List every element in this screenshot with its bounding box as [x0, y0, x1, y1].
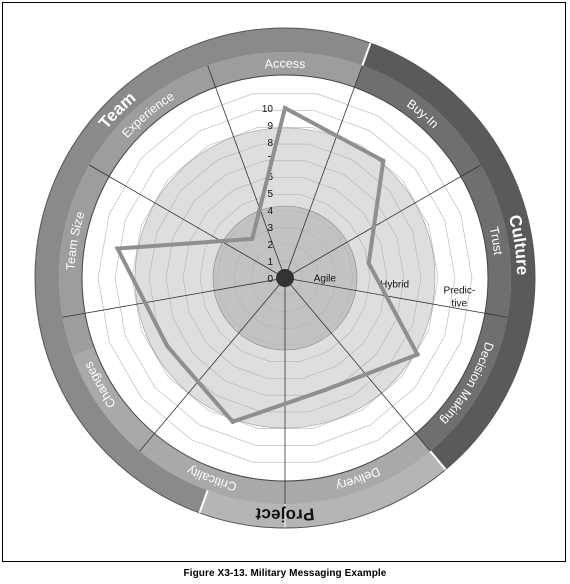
scale-tick-label: 9	[267, 121, 273, 132]
data-point	[282, 105, 288, 111]
sector-divider	[284, 65, 363, 279]
data-point	[230, 419, 235, 424]
grid-ring	[114, 110, 456, 446]
data-point	[381, 158, 386, 163]
sector-divider	[284, 277, 508, 318]
scale-tick-label: 0	[267, 274, 273, 285]
scale-tick-label: 2	[267, 240, 273, 251]
grid-ring	[267, 260, 303, 296]
culture-band	[362, 43, 535, 470]
sector-divider	[89, 164, 286, 279]
center-hub	[276, 269, 294, 287]
scale-tick-label: 10	[262, 104, 274, 115]
scale-tick-label: 1	[267, 257, 273, 268]
sector-divider	[207, 65, 286, 279]
scale-tick-label: 4	[267, 206, 273, 217]
data-series-line	[114, 105, 421, 425]
grid-ring	[250, 244, 320, 312]
axis-label: Trust	[487, 225, 506, 256]
figure-caption: Figure X3-13. Military Messaging Example	[183, 568, 387, 579]
group-separator	[198, 490, 209, 514]
scale-tick-label: 6	[267, 172, 273, 183]
grid-ring	[165, 160, 405, 396]
zone-predictive-2: tive	[452, 298, 468, 309]
sector-divider	[284, 164, 481, 279]
project-axis-ring	[72, 347, 431, 504]
grid-ring	[216, 210, 354, 346]
data-point	[115, 246, 120, 251]
data-point	[415, 352, 420, 357]
group-separator	[361, 42, 372, 66]
grid-ring	[131, 127, 439, 430]
grid-ring	[233, 227, 337, 329]
scale-tick-label: 5	[267, 189, 273, 200]
scale-tick-label: 3	[267, 223, 273, 234]
zone-hybrid: Hybrid	[380, 280, 409, 291]
sector-divider	[139, 277, 286, 452]
grid-ring	[97, 93, 473, 463]
zone-agile: Agile	[314, 273, 337, 284]
data-point	[366, 261, 371, 266]
data-point	[250, 236, 255, 242]
radar-chart: 012345678910AgileHybridPredic-tiveAccess…	[34, 27, 536, 529]
zone-predictive-1: Predic-	[443, 285, 475, 296]
scale-tick-label: 8	[267, 138, 273, 149]
data-point	[323, 387, 328, 393]
axis-label: Access	[264, 56, 306, 71]
data-point	[165, 343, 170, 349]
grid-ring	[199, 194, 371, 363]
sector-divider	[284, 277, 431, 452]
outer-ring	[34, 27, 536, 529]
grid-ring	[182, 177, 388, 379]
figure-frame	[2, 2, 566, 562]
culture-axis-ring	[354, 65, 511, 452]
group-label: Project	[254, 504, 315, 525]
sector-divider	[62, 277, 286, 318]
group-separator	[429, 450, 447, 471]
